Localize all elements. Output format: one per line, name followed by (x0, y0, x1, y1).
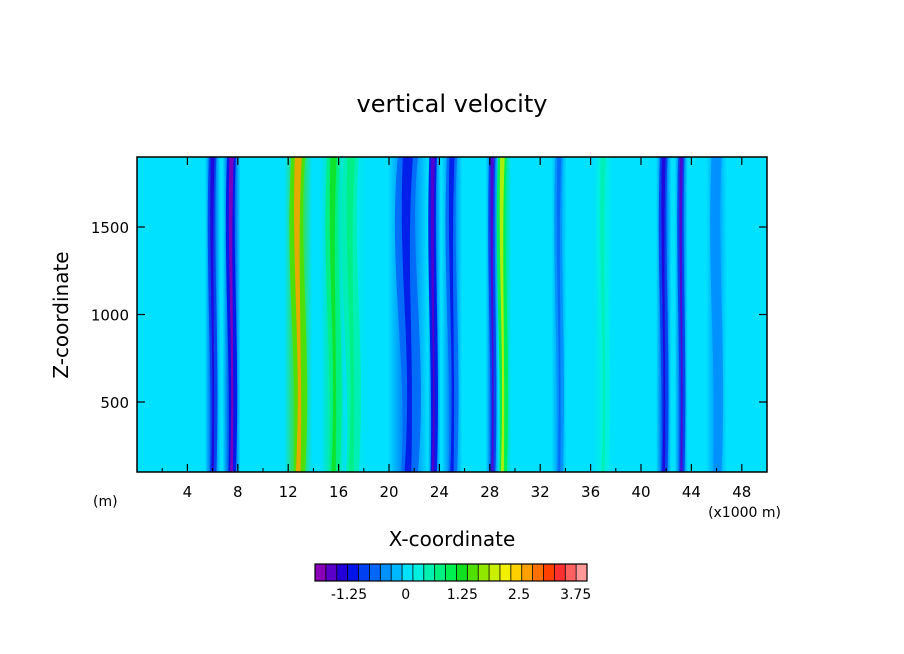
colorbar-swatch (423, 564, 436, 581)
colorbar-swatch (554, 564, 566, 581)
feature-core (713, 157, 720, 472)
feature-core (401, 157, 413, 472)
colorbar-swatch (576, 564, 588, 581)
colorbar-swatch (456, 564, 468, 581)
colorbar-tick-label: -1.25 (331, 587, 367, 603)
plot-area (137, 157, 767, 472)
colorbar-swatch (358, 564, 370, 581)
feature-core (600, 157, 606, 472)
feature-core (499, 157, 505, 472)
feature-core (210, 157, 215, 472)
y-axis: 500 1000 1500 (91, 219, 767, 412)
x-unit-label: (x1000 m) (708, 505, 781, 521)
x-axis-title: X-coordinate (389, 527, 516, 551)
feature-core (346, 157, 355, 472)
colorbar-swatch (347, 564, 360, 581)
y-tick-label: 1000 (91, 307, 129, 325)
colorbar-tick-label: 2.5 (508, 587, 530, 603)
colorbar (314, 563, 588, 582)
y-unit-label: (m) (93, 494, 118, 510)
colorbar-swatch (445, 564, 457, 581)
feature-core (679, 157, 683, 472)
colorbar-swatch (315, 564, 327, 581)
feature-core (661, 157, 666, 472)
feature-core (490, 157, 494, 472)
chart-title: vertical velocity (357, 90, 548, 118)
feature-core (294, 157, 302, 472)
feature-core (556, 157, 561, 472)
colorbar-swatch (499, 564, 512, 581)
colorbar-ticks: -1.25 0 1.25 2.5 3.75 (331, 587, 591, 603)
y-tick-label: 500 (100, 394, 129, 412)
colorbar-swatch (434, 564, 447, 581)
x-tick-label: 28 (480, 483, 499, 501)
colorbar-tick-label: 0 (401, 587, 410, 603)
feature-core (329, 157, 337, 472)
colorbar-swatch (543, 564, 555, 581)
x-tick-label: 24 (430, 483, 449, 501)
colorbar-swatch (510, 564, 523, 581)
colorbar-swatch (391, 564, 403, 581)
y-axis-title: Z-coordinate (49, 251, 73, 378)
colorbar-swatch (402, 564, 414, 581)
feature-core (228, 157, 234, 472)
colorbar-tick-label: 1.25 (447, 587, 478, 603)
colorbar-swatch (380, 564, 392, 581)
colorbar-swatch (478, 564, 490, 581)
x-tick-label: 36 (581, 483, 600, 501)
x-tick-label: 4 (183, 483, 193, 501)
colorbar-swatch (467, 564, 479, 581)
colorbar-frame (314, 563, 588, 582)
x-tick-label: 32 (531, 483, 550, 501)
colorbar-tick-label: 3.75 (560, 587, 591, 603)
y-tick-label: 1500 (91, 219, 129, 237)
x-tick-label: 12 (279, 483, 298, 501)
colorbar-swatch (565, 564, 577, 581)
x-tick-label: 48 (732, 483, 751, 501)
x-tick-label: 8 (233, 483, 243, 501)
colorbar-swatch (489, 564, 501, 581)
colorbar-swatch (369, 564, 381, 581)
colorbar-swatch (325, 564, 338, 581)
colorbar-swatch (412, 564, 425, 581)
x-tick-label: 20 (379, 483, 398, 501)
colorbar-swatch (532, 564, 544, 581)
x-tick-label: 44 (682, 483, 701, 501)
feature-core (430, 157, 435, 472)
x-axis: 4 8 12 16 20 24 28 32 36 40 44 48 (161, 157, 751, 501)
colorbar-swatch (521, 564, 534, 581)
feature-bands (207, 157, 724, 472)
colorbar-swatch (336, 564, 349, 581)
x-tick-label: 40 (631, 483, 650, 501)
feature-core (448, 157, 455, 472)
x-tick-label: 16 (329, 483, 348, 501)
